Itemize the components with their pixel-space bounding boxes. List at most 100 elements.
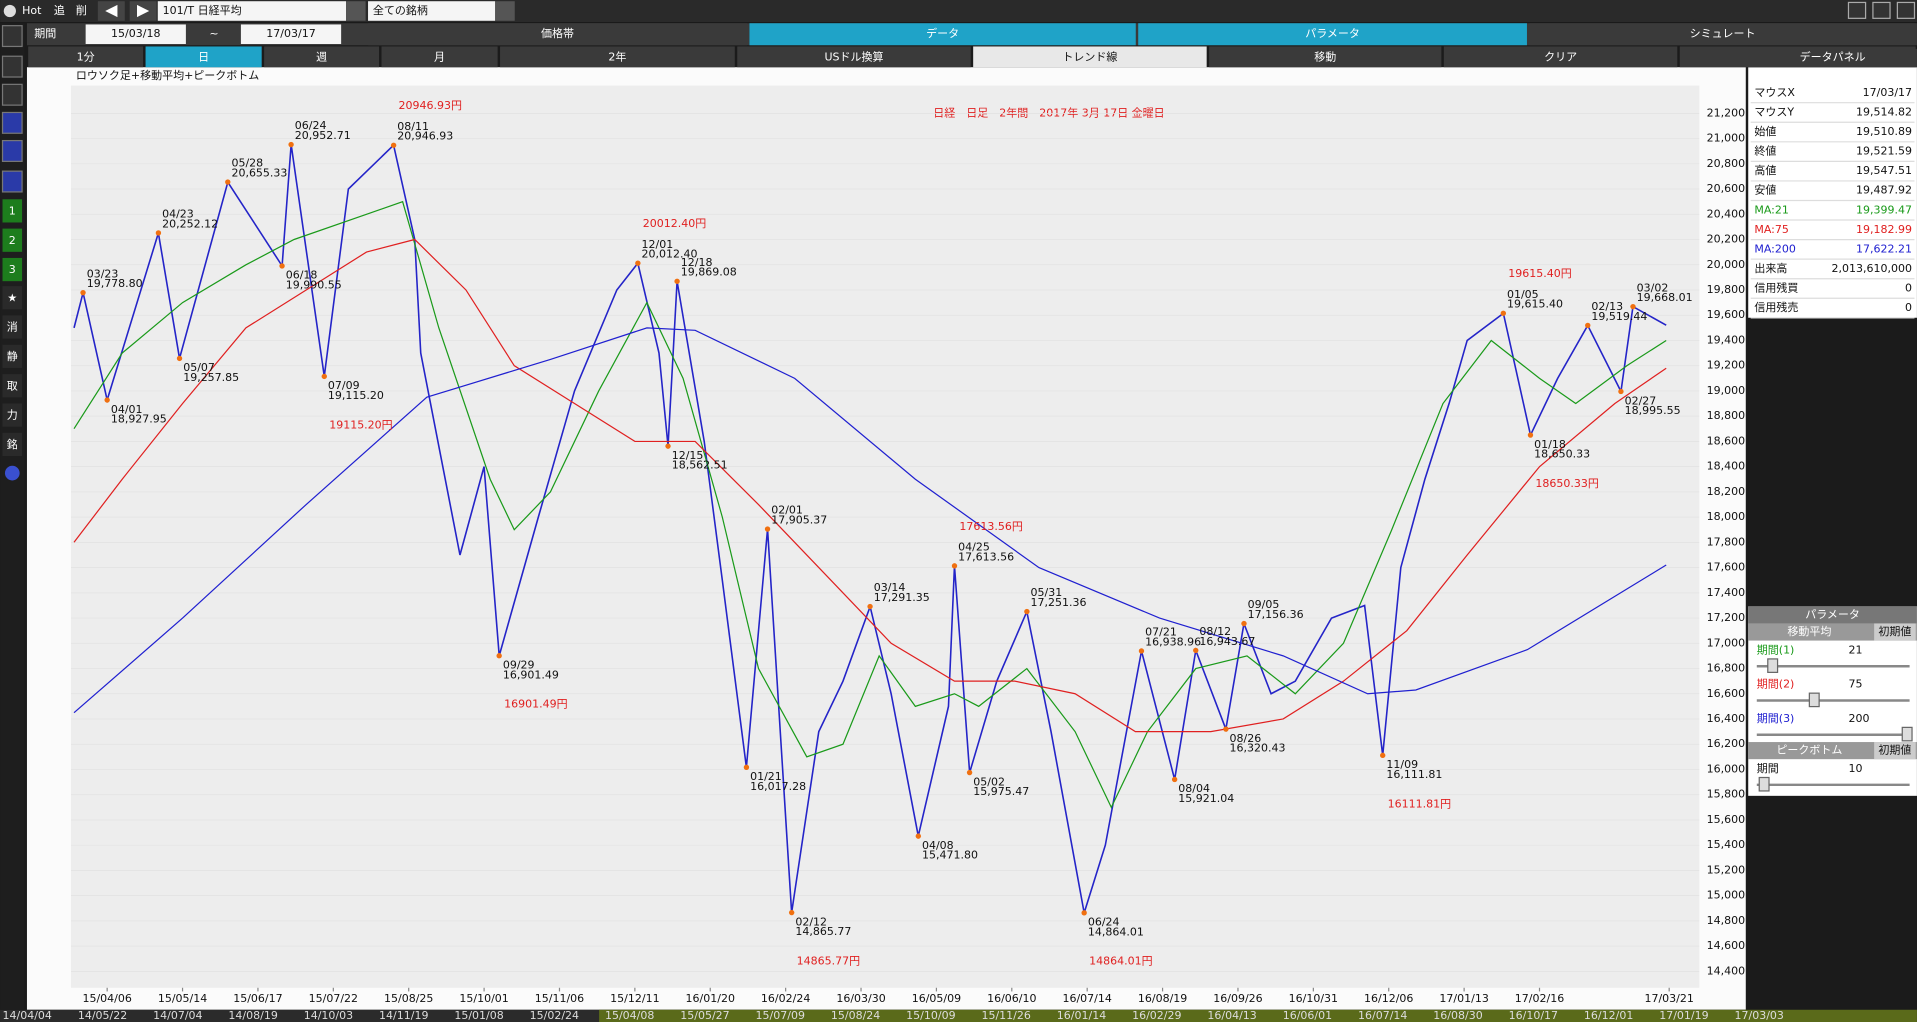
bottom-marker bbox=[1380, 752, 1386, 759]
hot-button[interactable]: Hot bbox=[22, 4, 42, 17]
tool-icon[interactable] bbox=[1, 111, 23, 134]
data-panel bbox=[1748, 67, 1917, 318]
overview-date: 16/02/29 bbox=[1132, 1009, 1181, 1022]
reset-button[interactable] bbox=[1874, 742, 1916, 760]
y-tick-label: 16,000 bbox=[1707, 762, 1746, 775]
peak-value: 20,946.93 bbox=[397, 130, 453, 143]
x-tick-label: 16/10/31 bbox=[1289, 992, 1338, 1005]
tool-icon[interactable] bbox=[2, 403, 23, 427]
x-tick-label: 15/04/06 bbox=[82, 992, 131, 1005]
peak-value: 17,156.36 bbox=[1248, 608, 1304, 621]
peak-value: 14,865.77 bbox=[795, 925, 851, 938]
tool-icon[interactable] bbox=[2, 286, 23, 310]
param-value: 21 bbox=[1848, 643, 1862, 656]
y-tick-label: 15,200 bbox=[1707, 863, 1746, 876]
window-control[interactable] bbox=[1896, 1, 1916, 19]
peak-marker bbox=[1193, 647, 1199, 654]
window-control[interactable] bbox=[1847, 1, 1867, 19]
date-field[interactable] bbox=[85, 24, 186, 45]
toolbar-button[interactable] bbox=[1443, 46, 1678, 68]
tab[interactable] bbox=[368, 23, 748, 46]
bottom-marker bbox=[1223, 726, 1229, 732]
tab[interactable] bbox=[1138, 23, 1527, 46]
date-field[interactable] bbox=[240, 24, 342, 45]
peak-marker bbox=[1500, 310, 1507, 316]
row-label: 信用残売 bbox=[1754, 300, 1798, 314]
slider-thumb[interactable] bbox=[1767, 658, 1779, 673]
peak-value: 16,111.81 bbox=[1386, 768, 1442, 781]
window-control[interactable] bbox=[1872, 1, 1891, 19]
tool-icon[interactable] bbox=[1, 25, 23, 48]
bottom-marker bbox=[321, 373, 327, 380]
universe-field[interactable] bbox=[368, 1, 496, 21]
tab-label: シミュレート bbox=[1690, 27, 1756, 40]
slider-thumb[interactable] bbox=[1758, 776, 1770, 792]
settings-icon[interactable] bbox=[4, 465, 20, 481]
x-tick-label: 17/03/21 bbox=[1644, 992, 1693, 1005]
slider-thumb[interactable] bbox=[1901, 726, 1913, 742]
tool-icon[interactable] bbox=[1, 83, 23, 106]
toolbar-button[interactable] bbox=[973, 46, 1207, 68]
toolbar-button[interactable] bbox=[264, 46, 380, 68]
y-tick-label: 16,600 bbox=[1707, 687, 1746, 700]
tool-icon[interactable] bbox=[2, 432, 23, 456]
period-to: 17/03/17 bbox=[266, 27, 315, 40]
peak-value: 15,975.47 bbox=[973, 785, 1029, 798]
tab[interactable] bbox=[1529, 23, 1916, 46]
symbol-field[interactable] bbox=[157, 1, 347, 21]
panel-title: データパネル bbox=[1800, 49, 1866, 63]
toolbar-button[interactable] bbox=[381, 46, 498, 68]
peak-value: 19,869.08 bbox=[681, 266, 737, 279]
tool-icon[interactable] bbox=[2, 315, 23, 339]
dropdown[interactable] bbox=[495, 1, 515, 21]
peak-value: 18,995.55 bbox=[1625, 404, 1681, 417]
peak-date: 01/21 bbox=[750, 770, 782, 783]
tool-icon[interactable] bbox=[2, 257, 23, 282]
tab[interactable] bbox=[749, 23, 1136, 46]
moving-average bbox=[73, 200, 1667, 809]
overview-date: 15/10/09 bbox=[906, 1009, 955, 1022]
x-tick-label: 16/05/09 bbox=[912, 992, 961, 1005]
bottom-marker bbox=[1618, 388, 1624, 395]
peak-date: 08/12 bbox=[1199, 625, 1231, 638]
panel-title-bar bbox=[1748, 48, 1917, 68]
peak-marker bbox=[390, 142, 397, 148]
app-icon bbox=[3, 4, 16, 18]
tool-icon[interactable] bbox=[1, 170, 23, 193]
tool-icon[interactable] bbox=[2, 228, 23, 252]
y-tick-label: 18,200 bbox=[1707, 485, 1746, 498]
bottom-marker bbox=[665, 443, 671, 449]
toolbar-button[interactable] bbox=[737, 46, 971, 68]
add-button[interactable]: 追 bbox=[54, 3, 65, 17]
peak-value: 17,251.36 bbox=[1031, 596, 1087, 609]
toolbar-button[interactable] bbox=[500, 46, 735, 68]
y-tick-label: 20,200 bbox=[1707, 233, 1746, 246]
tab-label: データ bbox=[926, 26, 959, 40]
param-label: 期間 bbox=[1757, 762, 1779, 775]
delete-button[interactable]: 削 bbox=[76, 3, 87, 17]
tool-icon[interactable] bbox=[2, 374, 23, 398]
peak-date: 04/25 bbox=[958, 541, 990, 554]
peak-value: 15,471.80 bbox=[922, 849, 978, 862]
param-label: 期間(3) bbox=[1757, 712, 1795, 725]
peak-value: 19,519.44 bbox=[1591, 310, 1647, 323]
peak-callout: 14864.01円 bbox=[1089, 955, 1153, 968]
tool-icon-label: 力 bbox=[7, 409, 18, 422]
peak-marker bbox=[288, 141, 294, 148]
tool-icon[interactable] bbox=[1, 55, 23, 78]
bottom-marker bbox=[966, 769, 973, 776]
tool-icon[interactable] bbox=[2, 344, 23, 368]
peak-value: 16,017.28 bbox=[750, 780, 806, 793]
row-label: マウスX bbox=[1754, 86, 1795, 99]
reset-button[interactable] bbox=[1874, 623, 1916, 641]
y-tick-label: 19,200 bbox=[1707, 359, 1746, 372]
slider-thumb[interactable] bbox=[1808, 692, 1820, 708]
toolbar-button[interactable] bbox=[28, 46, 144, 68]
toolbar-button[interactable] bbox=[145, 46, 262, 68]
toolbar-button[interactable] bbox=[1209, 46, 1442, 68]
dropdown[interactable] bbox=[346, 1, 366, 21]
param-value: 10 bbox=[1848, 762, 1862, 775]
y-tick-label: 19,800 bbox=[1707, 283, 1746, 296]
tool-icon[interactable] bbox=[2, 199, 23, 223]
tool-icon[interactable] bbox=[1, 139, 23, 162]
